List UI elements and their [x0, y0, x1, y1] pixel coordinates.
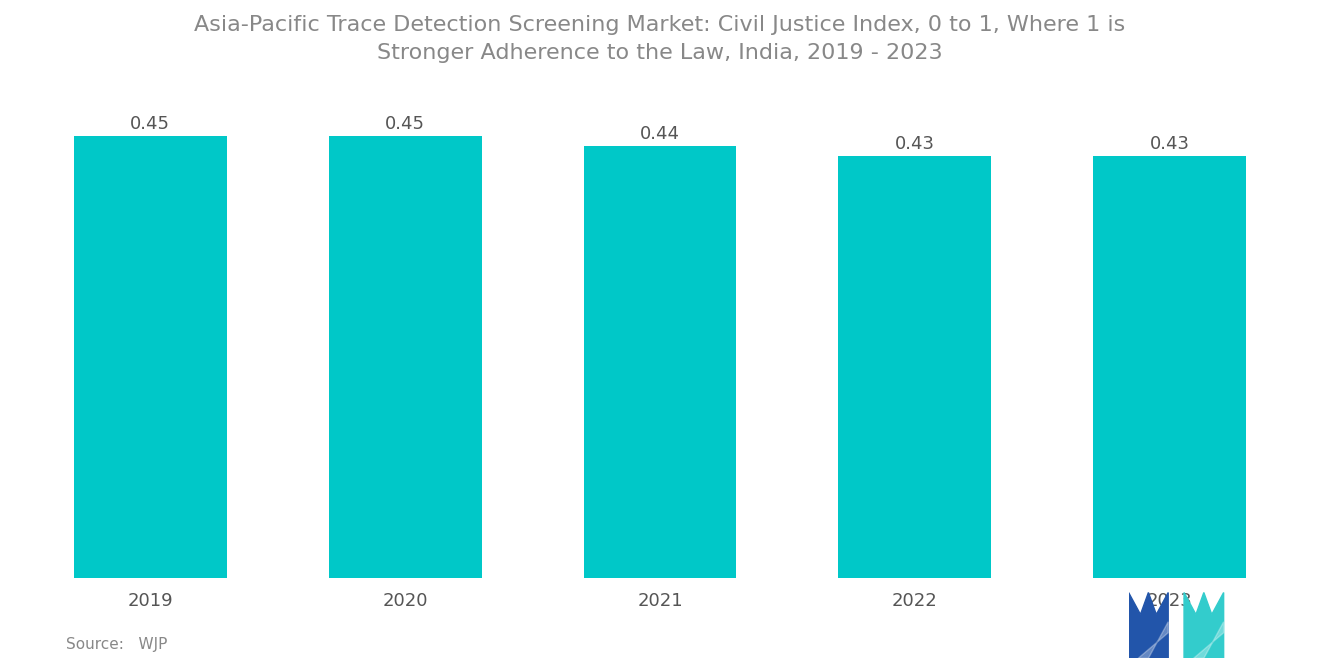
- Polygon shape: [1193, 622, 1224, 658]
- Polygon shape: [1184, 593, 1224, 658]
- Text: Source:   WJP: Source: WJP: [66, 636, 168, 652]
- Title: Asia-Pacific Trace Detection Screening Market: Civil Justice Index, 0 to 1, Wher: Asia-Pacific Trace Detection Screening M…: [194, 15, 1126, 63]
- Polygon shape: [1129, 593, 1168, 658]
- Bar: [838, 156, 991, 578]
- Text: 0.43: 0.43: [895, 134, 935, 153]
- Bar: [1093, 156, 1246, 578]
- Text: 0.45: 0.45: [385, 115, 425, 133]
- Bar: [583, 146, 737, 578]
- Text: 0.45: 0.45: [131, 115, 170, 133]
- Polygon shape: [1138, 622, 1168, 658]
- Text: 0.43: 0.43: [1150, 134, 1189, 153]
- Bar: [74, 136, 227, 578]
- Text: 0.44: 0.44: [640, 125, 680, 143]
- Bar: [329, 136, 482, 578]
